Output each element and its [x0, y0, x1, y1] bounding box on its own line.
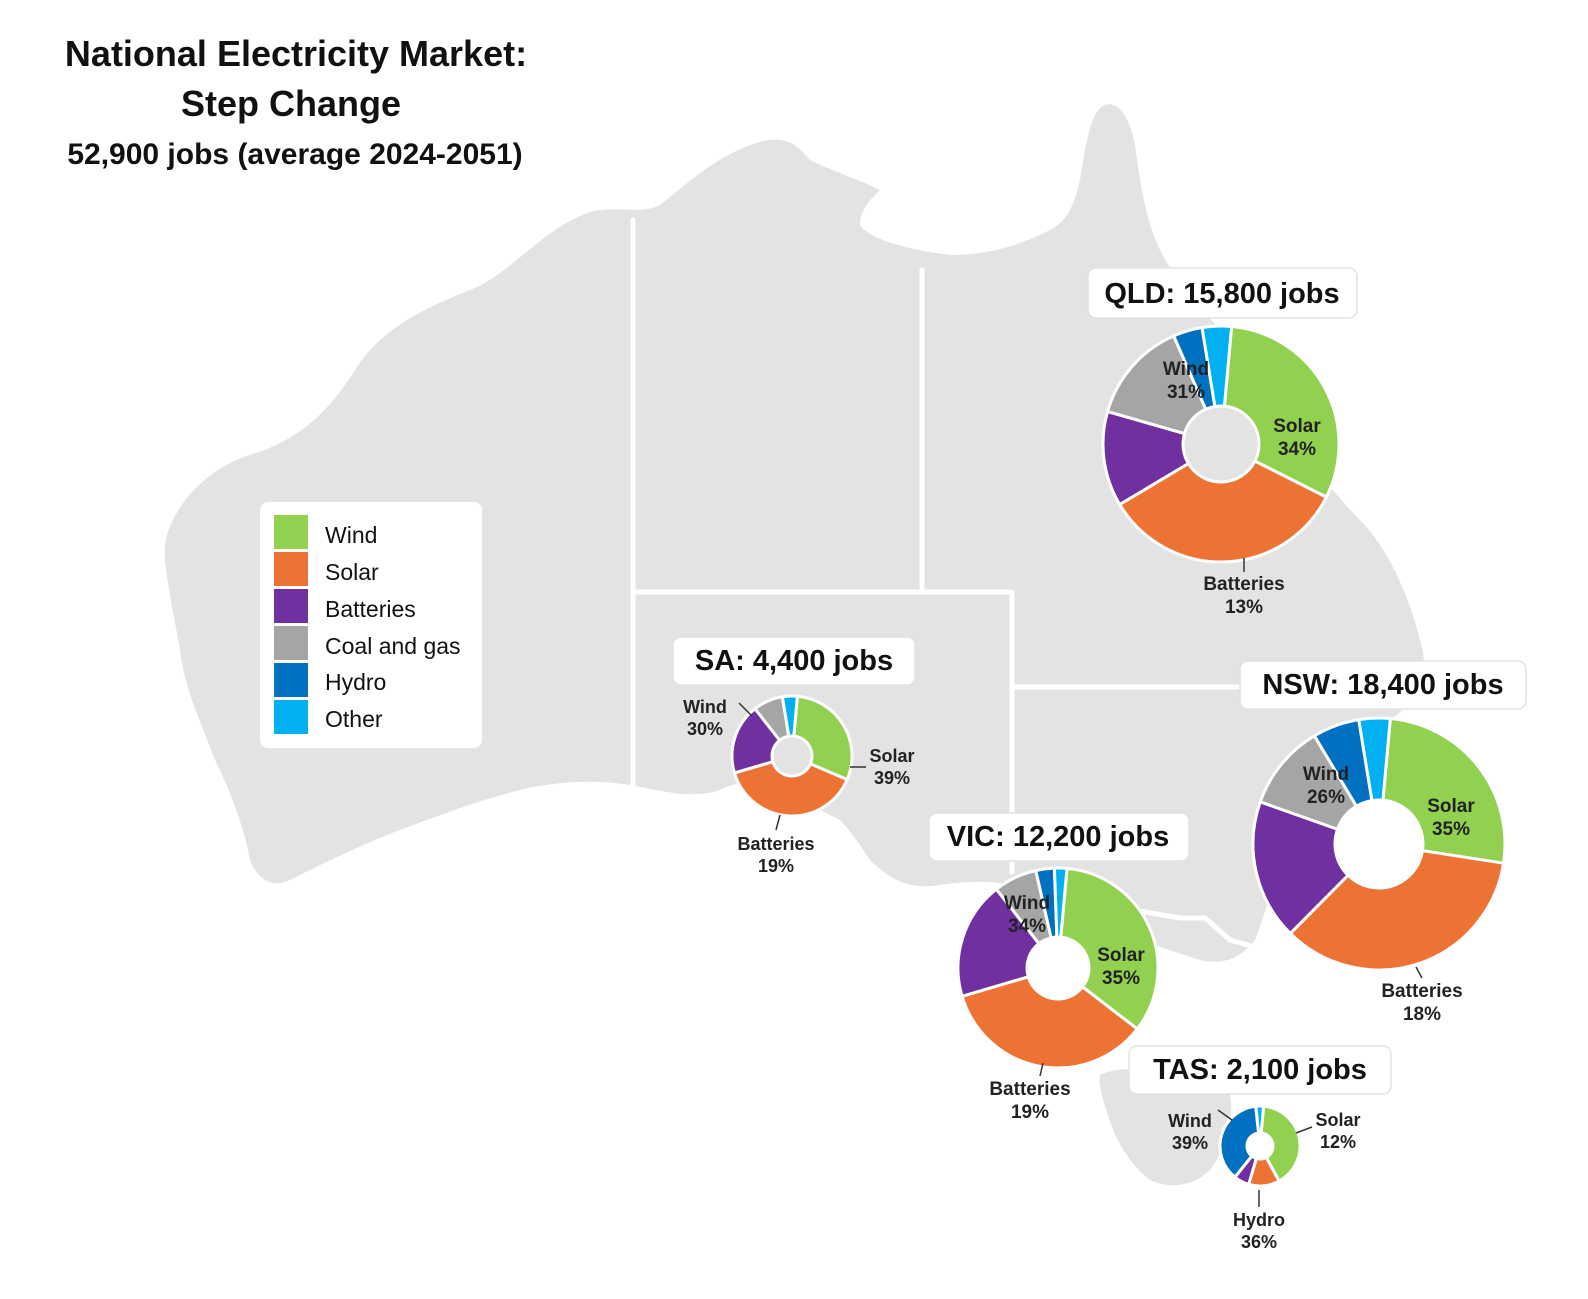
slice-label-tas-solar: Solar	[1315, 1110, 1360, 1130]
slice-label-vic-batteries: Batteries	[989, 1079, 1070, 1100]
legend-label-solar: Solar	[325, 559, 379, 585]
legend-label-batteries: Batteries	[325, 596, 416, 622]
state-title-sa: SA: 4,400 jobs	[695, 645, 893, 677]
slice-label-nsw-wind: Wind	[1303, 764, 1349, 785]
chart-title-line-2: Step Change	[181, 83, 401, 124]
legend-swatch-coal-and-gas	[274, 626, 308, 660]
state-title-nsw: NSW: 18,400 jobs	[1262, 669, 1503, 701]
legend-box	[260, 502, 482, 748]
slice-label-qld-solar: Solar	[1273, 416, 1321, 437]
pie-slice-vic-batteries	[956, 887, 1041, 998]
state-title-tas: TAS: 2,100 jobs	[1153, 1054, 1367, 1086]
pie-slice-qld-coal-and-gas	[1106, 334, 1208, 436]
label-leader-sa-batteries	[775, 814, 781, 831]
state-title-box-nsw	[1239, 660, 1527, 710]
legend-swatch-solar	[274, 552, 308, 586]
state-title-box-tas	[1128, 1045, 1392, 1095]
slice-value-vic-solar: 35%	[1102, 968, 1140, 989]
slice-label-nsw-solar: Solar	[1427, 796, 1475, 817]
slice-value-nsw-solar: 35%	[1432, 819, 1470, 840]
pie-slice-tas-hydro	[1218, 1104, 1261, 1179]
slice-label-qld-wind: Wind	[1163, 359, 1209, 380]
slice-value-sa-batteries: 19%	[758, 856, 794, 876]
slice-label-qld-batteries: Batteries	[1203, 574, 1284, 595]
slice-label-tas-hydro: Hydro	[1233, 1210, 1285, 1230]
slice-value-vic-batteries: 19%	[1011, 1102, 1049, 1123]
state-title-qld: QLD: 15,800 jobs	[1104, 278, 1339, 310]
state-title-box-qld	[1087, 267, 1358, 319]
legend-swatch-batteries	[274, 589, 308, 623]
pie-slice-qld-wind	[1222, 324, 1341, 499]
legend-label-other: Other	[325, 706, 383, 732]
map-tasmania	[1099, 1069, 1232, 1186]
slice-value-sa-solar: 39%	[874, 768, 910, 788]
pie-slice-sa-wind	[792, 694, 854, 782]
legend-label-hydro: Hydro	[325, 669, 386, 695]
pie-slice-qld-solar	[1118, 459, 1328, 564]
slice-value-tas-hydro: 36%	[1241, 1232, 1277, 1252]
label-leader-tas-wind	[1217, 1109, 1233, 1121]
label-leader-tas-solar	[1295, 1126, 1313, 1134]
slice-label-sa-wind: Wind	[683, 697, 727, 717]
slice-label-vic-wind: Wind	[1004, 893, 1050, 914]
legend-label-wind: Wind	[325, 522, 377, 548]
label-leader-vic-batteries	[1039, 1062, 1044, 1077]
chart-title-line-1: National Electricity Market:	[65, 33, 527, 74]
slice-value-qld-batteries: 13%	[1225, 597, 1263, 618]
label-leader-nsw-batteries	[1415, 966, 1423, 979]
pie-slice-nsw-batteries	[1251, 800, 1350, 935]
label-leader-sa-wind	[738, 702, 753, 717]
pie-slice-vic-other	[1052, 866, 1069, 939]
state-title-box-sa	[672, 636, 916, 686]
pie-slice-sa-other	[780, 694, 799, 738]
legend-label-coal-and-gas: Coal and gas	[325, 633, 461, 659]
pie-slice-tas-other	[1254, 1104, 1266, 1135]
slice-label-nsw-batteries: Batteries	[1381, 981, 1462, 1002]
state-title-vic: VIC: 12,200 jobs	[947, 821, 1169, 853]
slice-label-sa-batteries: Batteries	[737, 834, 814, 854]
pie-slice-nsw-wind	[1381, 717, 1507, 865]
legend: Wind Solar Batteries Coal and gas Hydro …	[260, 502, 482, 748]
slice-value-sa-wind: 30%	[687, 719, 723, 739]
slice-label-vic-solar: Solar	[1097, 945, 1145, 966]
slice-value-qld-solar: 34%	[1278, 439, 1316, 460]
slice-value-tas-solar: 12%	[1320, 1132, 1356, 1152]
pie-slice-vic-solar	[960, 975, 1139, 1070]
legend-swatch-wind	[274, 515, 308, 549]
slice-value-vic-wind: 34%	[1008, 916, 1046, 937]
slice-value-tas-wind: 39%	[1172, 1133, 1208, 1153]
pie-slice-sa-batteries	[730, 707, 782, 775]
pie-slice-qld-other	[1200, 324, 1234, 408]
slice-value-nsw-wind: 26%	[1307, 787, 1345, 808]
state-title-box-vic	[928, 812, 1190, 862]
slice-label-tas-wind: Wind	[1168, 1111, 1212, 1131]
state-pie-charts: QLD: 15,800 jobsWind31%Solar34%Batteries…	[672, 267, 1527, 1252]
chart-title-line-3: 52,900 jobs (average 2024-2051)	[67, 138, 522, 171]
pie-slice-nsw-other	[1357, 716, 1392, 803]
pie-slice-sa-solar	[732, 760, 849, 818]
legend-swatch-hydro	[274, 663, 308, 697]
slice-value-qld-wind: 31%	[1167, 382, 1205, 403]
legend-swatch-other	[274, 700, 308, 734]
slice-value-nsw-batteries: 18%	[1403, 1004, 1441, 1025]
slice-label-sa-solar: Solar	[869, 746, 914, 766]
pie-slice-tas-wind	[1259, 1104, 1302, 1183]
